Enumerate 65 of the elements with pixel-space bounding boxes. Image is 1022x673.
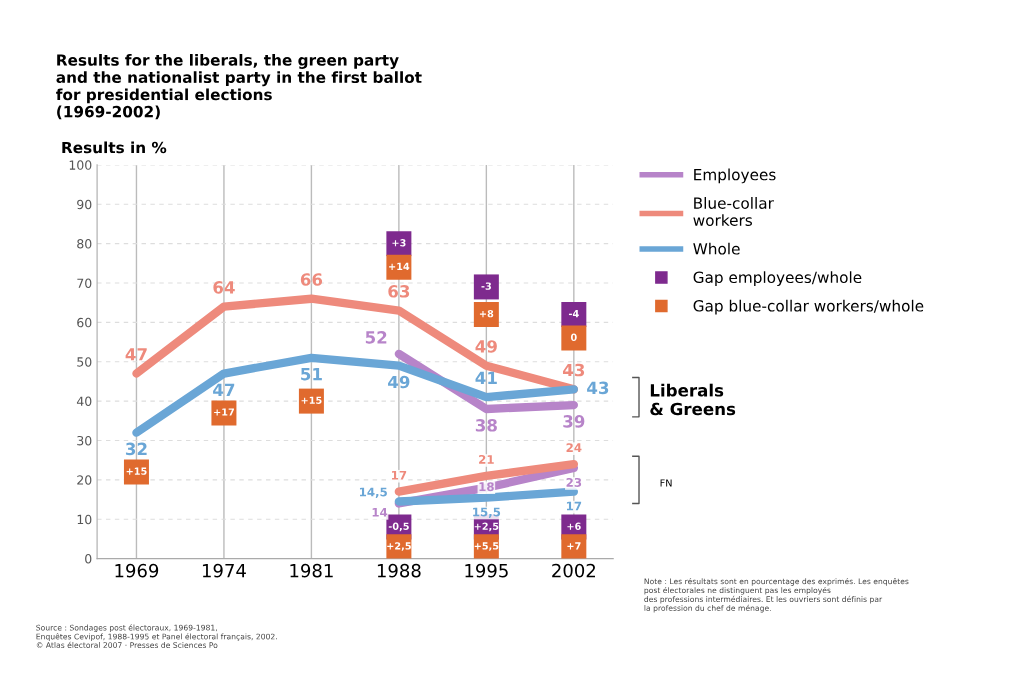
data-label: 17 [392,470,407,480]
annotation: +8 [479,309,494,318]
data-label: 51 [301,368,322,381]
data-label: 21 [479,454,494,464]
y-tick-label: 60 [77,317,92,328]
data-label: 14 [372,508,388,517]
annotation: +7 [567,542,581,550]
data-label: 52 [365,331,387,344]
data-label: 15,5 [473,507,501,518]
annotation: 0 [570,333,577,341]
point [561,325,587,351]
data-label: 17 [566,501,582,511]
x-tick-label: 1969 [115,563,159,578]
y-tick-label: 0 [85,554,92,564]
chart-title: Results for the liberals, the green party and the nationalist party in the first ballot for presidential elections (1969-2002) [56,54,422,120]
legend-label: Gap employees/whole [693,271,862,287]
data-label: 32 [125,442,147,456]
legend-label: Employees [694,168,776,184]
y-tick-label: 70 [77,278,92,288]
annotation: +3 [392,239,406,247]
x-tick-label: 2002 [552,563,595,578]
data-label: 43 [562,363,585,377]
data-label: 43 [587,381,609,395]
text: Liberals & Greens [650,383,736,416]
y-tick-label: 30 [77,435,92,446]
annotation: -4 [568,310,579,318]
text: FN [660,479,672,487]
y-tick-label: 10 [77,514,92,525]
data-label: 47 [125,348,147,361]
data-label: 18 [479,482,494,492]
y-tick-label: 100 [69,160,92,170]
annotation: +15 [301,396,322,404]
y-axis-title: Results in % [62,141,167,154]
data-label: 47 [213,383,235,396]
data-label: 41 [475,371,497,384]
x-tick-label: 1981 [290,563,333,578]
annotation: +2,5 [474,522,499,532]
annotation: +5,5 [474,542,499,551]
x-tick-label: 1988 [377,563,421,578]
y-tick-label: 50 [77,357,92,367]
annotation: +17 [214,408,234,416]
annotation: +2,5 [387,542,411,551]
x-tick-label: 1974 [202,563,246,578]
data-label: 63 [388,285,410,298]
data-label: 39 [563,415,585,428]
data-label: 23 [566,477,582,487]
data-label: 49 [388,375,410,389]
data-label: 66 [300,273,323,286]
annotation: -0,5 [388,522,409,532]
x-tick-label: 1995 [465,563,508,578]
annotation: +6 [567,522,581,530]
legend-label: Blue-collar workers [693,197,774,227]
data-label: 64 [213,281,235,294]
y-tick-label: 90 [77,199,92,210]
y-tick-label: 20 [77,475,92,485]
data-label: 14,5 [359,487,387,498]
legend-label: Whole [693,242,740,255]
legend-label: Gap blue-collar workers/whole [693,299,924,315]
data-label: 49 [475,340,497,353]
y-tick-label: 80 [77,239,92,249]
annotation: +15 [126,467,147,475]
data-label: 24 [566,443,582,452]
annotation: +14 [389,262,410,270]
annotation: -3 [481,282,491,290]
y-tick-label: 40 [76,396,92,407]
